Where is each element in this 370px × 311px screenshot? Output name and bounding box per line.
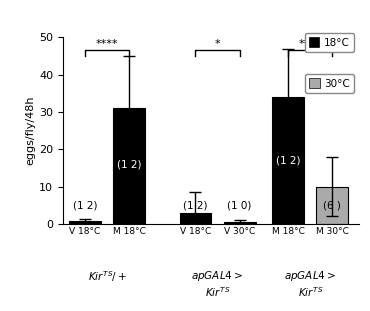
Bar (113, 108, 145, 224)
Bar (272, 97, 304, 224)
Text: (1 2): (1 2) (183, 200, 208, 210)
Y-axis label: eggs/fly/48h: eggs/fly/48h (25, 96, 35, 165)
Text: (1 0): (1 0) (228, 200, 252, 210)
Text: ****: **** (96, 39, 118, 49)
Text: (6 ): (6 ) (323, 200, 342, 210)
Text: (1 2): (1 2) (276, 156, 300, 165)
Text: $apGAL4>$
$Kir^{TS}$: $apGAL4>$ $Kir^{TS}$ (284, 269, 336, 299)
Legend: 30°C: 30°C (305, 74, 354, 93)
Bar (316, 187, 348, 224)
Bar (224, 222, 256, 224)
Bar (69, 221, 101, 224)
Bar (179, 213, 211, 224)
Text: ****: **** (299, 39, 322, 49)
Text: $apGAL4>$
$Kir^{TS}$: $apGAL4>$ $Kir^{TS}$ (191, 269, 243, 299)
Text: *: * (215, 39, 221, 49)
Text: (1 2): (1 2) (117, 159, 141, 169)
Text: $Kir^{TS}/+$: $Kir^{TS}/+$ (88, 269, 127, 284)
Text: (1 2): (1 2) (73, 200, 97, 210)
